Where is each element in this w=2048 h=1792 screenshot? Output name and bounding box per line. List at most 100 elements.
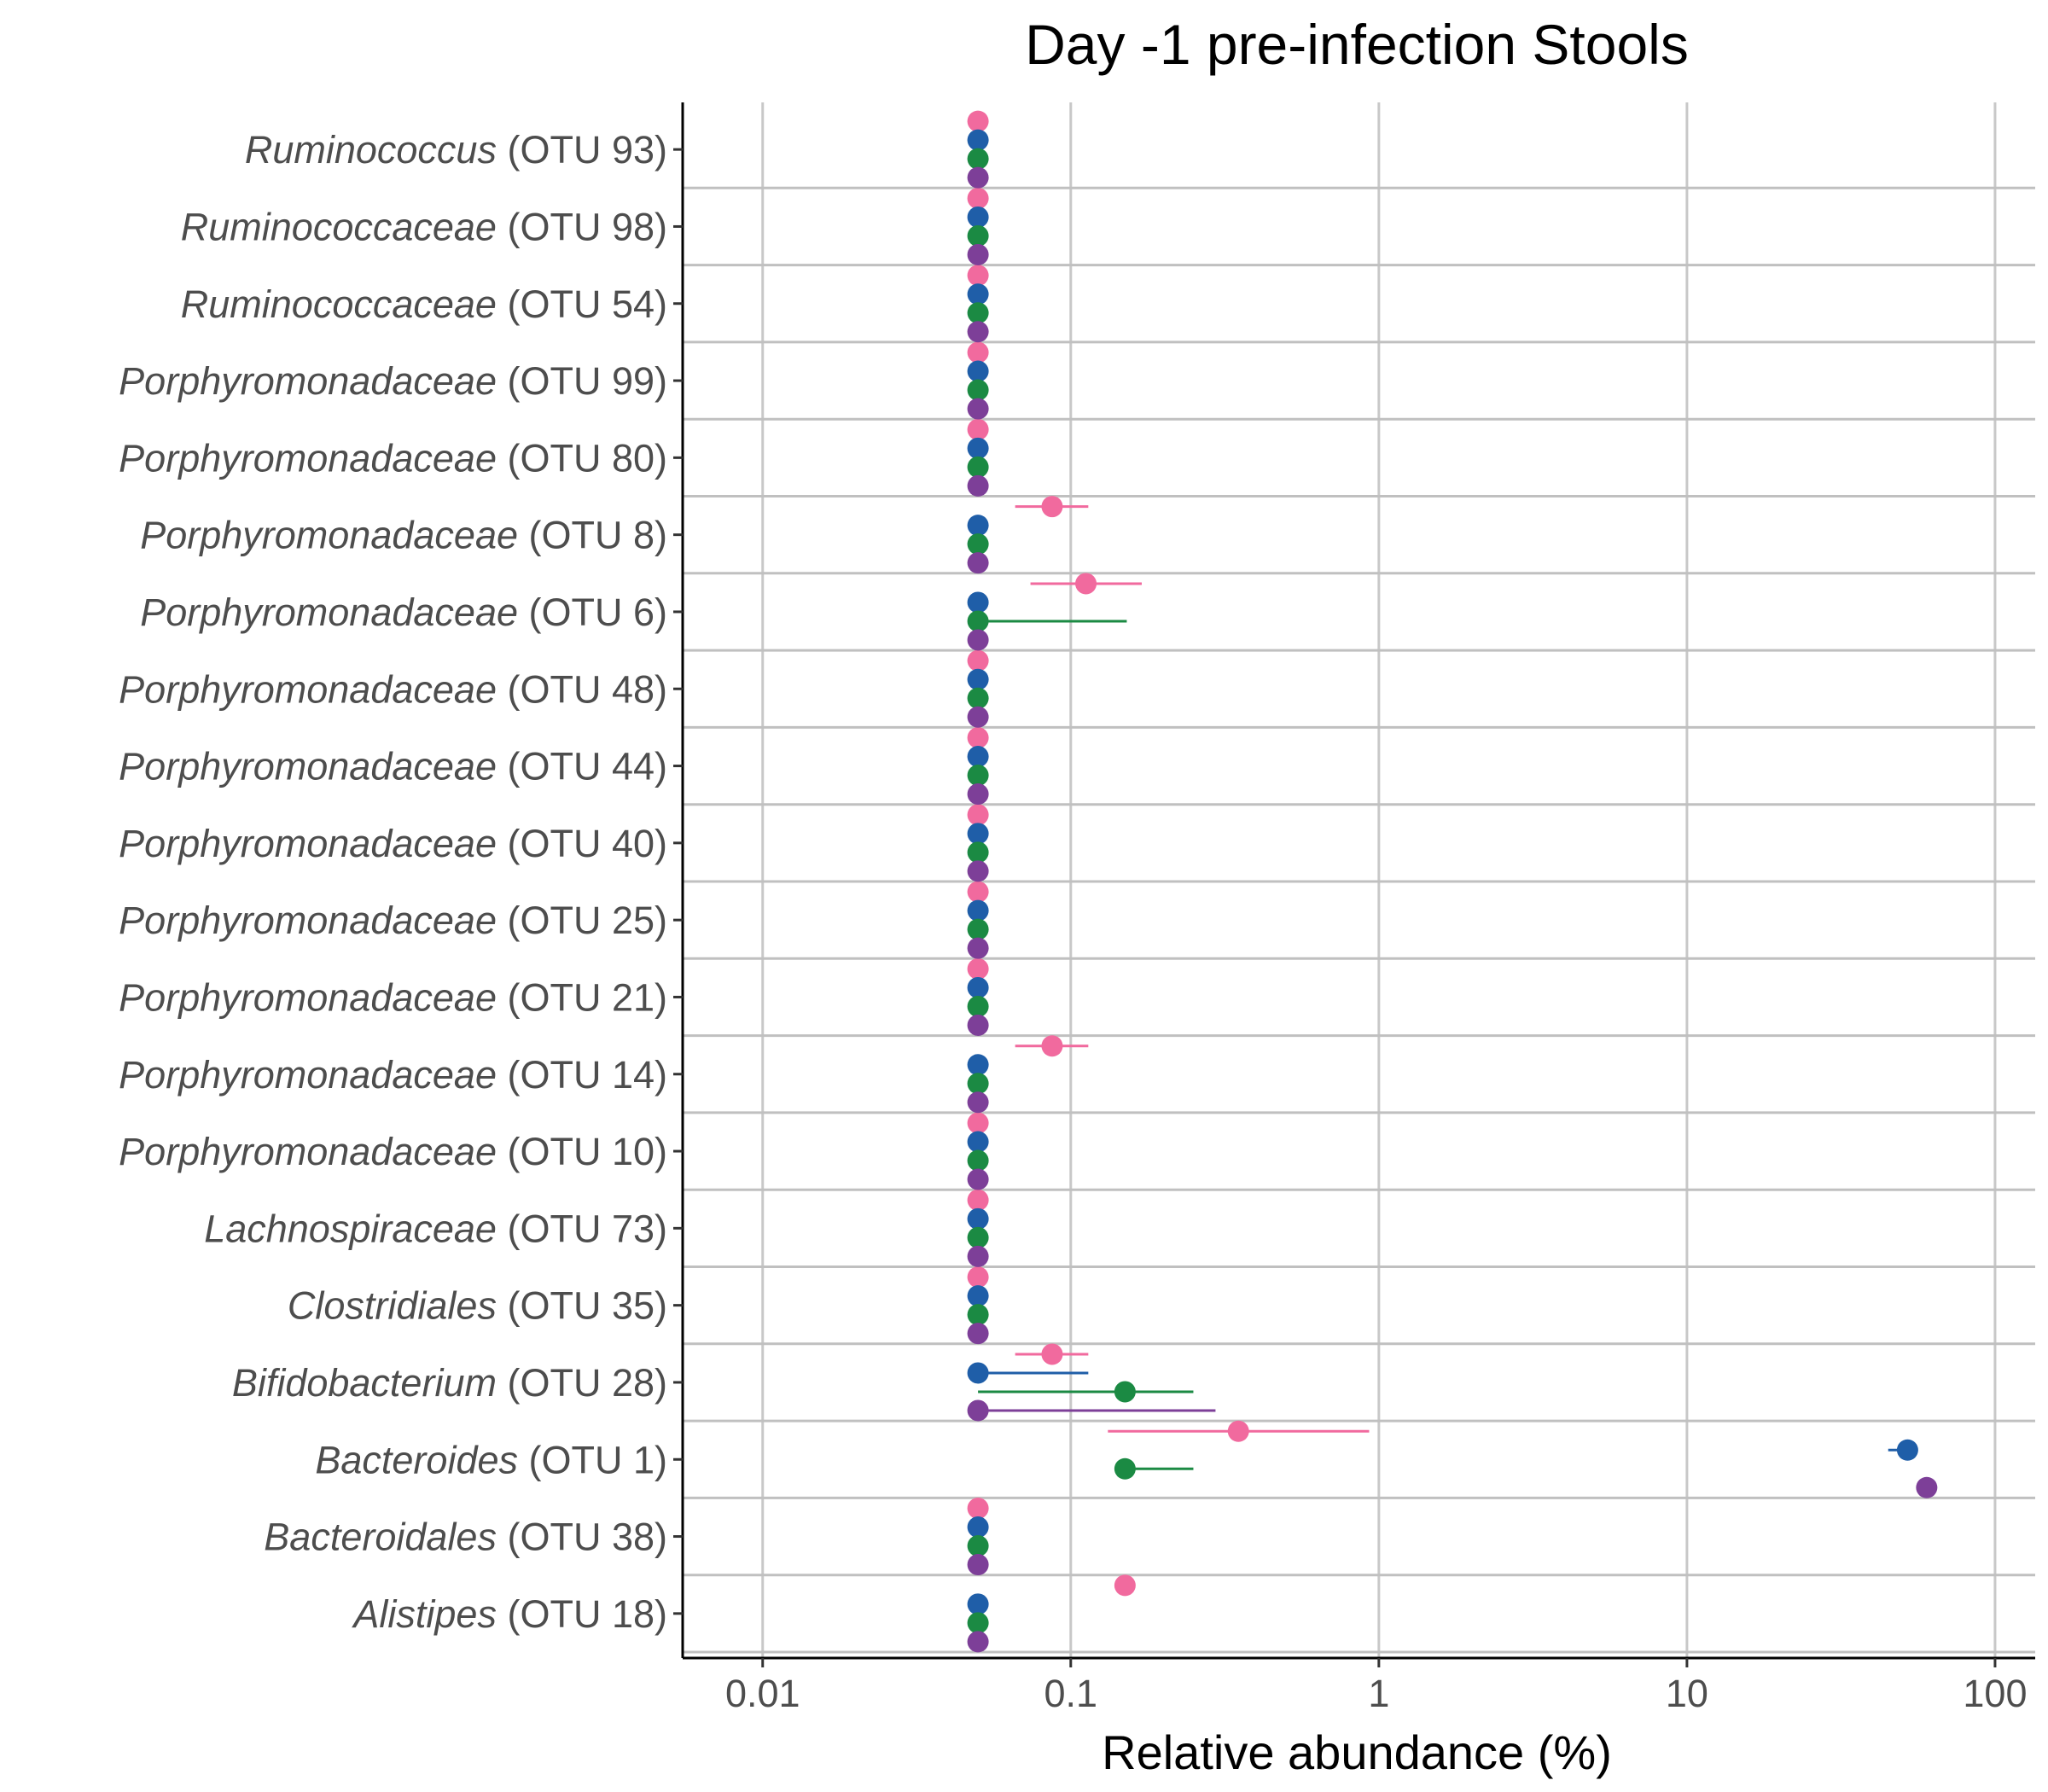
data-point: [967, 224, 989, 247]
y-tick-otu: (OTU 48): [497, 667, 667, 711]
y-tick-label: Porphyromonadaceae (OTU 48): [119, 667, 667, 711]
y-tick-genus: Ruminococcaceae: [181, 205, 497, 248]
y-tick-otu: (OTU 8): [518, 514, 667, 557]
data-point: [967, 918, 989, 940]
data-point: [967, 1168, 989, 1190]
y-tick-otu: (OTU 35): [497, 1284, 667, 1328]
data-point: [967, 995, 989, 1017]
y-tick-genus: Porphyromonadaceae: [140, 591, 518, 634]
data-point: [967, 1631, 989, 1653]
data-point: [967, 474, 989, 497]
y-tick-genus: Bifidobacterium: [232, 1361, 497, 1405]
y-tick-label: Porphyromonadaceae (OTU 99): [119, 359, 667, 403]
x-tick-label: 1: [1368, 1672, 1389, 1715]
y-tick-otu: (OTU 25): [497, 899, 667, 942]
data-point: [967, 321, 989, 343]
data-point: [967, 302, 989, 324]
x-tick-label: 0.1: [1044, 1672, 1098, 1715]
data-point: [1114, 1574, 1136, 1597]
data-point: [1916, 1476, 1938, 1498]
y-tick-genus: Clostridiales: [288, 1284, 497, 1328]
y-tick-otu: (OTU 28): [497, 1361, 667, 1405]
data-point: [967, 881, 989, 903]
data-point: [967, 1285, 989, 1307]
y-tick-genus: Porphyromonadaceae: [119, 975, 497, 1019]
data-point: [967, 1304, 989, 1326]
data-point: [967, 1245, 989, 1267]
data-point: [967, 649, 989, 672]
data-point: [967, 706, 989, 728]
data-point: [967, 283, 989, 305]
data-point: [1041, 1035, 1063, 1057]
y-tick-otu: (OTU 98): [497, 205, 667, 248]
data-point: [967, 1554, 989, 1576]
y-tick-genus: Porphyromonadaceae: [119, 822, 497, 865]
data-point: [967, 1073, 989, 1095]
x-tick-label: 100: [1963, 1672, 2027, 1715]
data-point: [1041, 1343, 1063, 1365]
data-point: [967, 1498, 989, 1520]
x-axis-title: Relative abundance (%): [1102, 1725, 1612, 1779]
y-tick-otu: (OTU 14): [497, 1053, 667, 1097]
y-tick-label: Bifidobacterium (OTU 28): [232, 1361, 667, 1405]
data-point: [967, 166, 989, 189]
data-point: [967, 552, 989, 574]
x-axis-ticks: 0.01 0.1 1 10 100: [725, 1658, 2027, 1715]
data-point: [967, 1226, 989, 1248]
y-tick-genus: Porphyromonadaceae: [119, 436, 497, 480]
data-point: [967, 360, 989, 382]
y-tick-label: Bacteroidales (OTU 38): [264, 1516, 667, 1559]
data-point: [967, 1535, 989, 1557]
data-point: [967, 591, 989, 614]
data-point: [967, 1091, 989, 1114]
data-point: [1075, 573, 1097, 595]
data-point: [967, 129, 989, 151]
data-point: [967, 456, 989, 478]
y-tick-otu: (OTU 10): [497, 1130, 667, 1173]
y-tick-label: Porphyromonadaceae (OTU 80): [119, 436, 667, 480]
y-tick-label: Ruminococcaceae (OTU 54): [181, 282, 667, 326]
data-point: [967, 1266, 989, 1289]
y-tick-otu: (OTU 21): [497, 975, 667, 1019]
y-tick-genus: Porphyromonadaceae: [119, 1130, 497, 1173]
data-point: [967, 823, 989, 845]
y-tick-genus: Ruminococcaceae: [181, 282, 497, 326]
data-point: [967, 1399, 989, 1422]
y-tick-label: Alistipes (OTU 18): [351, 1592, 667, 1636]
y-tick-otu: (OTU 73): [497, 1207, 667, 1250]
data-point: [1896, 1439, 1918, 1461]
data-point: [967, 629, 989, 651]
y-tick-label: Porphyromonadaceae (OTU 6): [140, 591, 667, 634]
y-tick-label: Porphyromonadaceae (OTU 8): [140, 514, 667, 557]
data-point: [1227, 1420, 1249, 1442]
y-tick-genus: Bacteroidales: [264, 1516, 497, 1559]
y-tick-label: Porphyromonadaceae (OTU 44): [119, 745, 667, 788]
data-point: [967, 1362, 989, 1384]
y-tick-otu: (OTU 80): [497, 436, 667, 480]
y-tick-label: Porphyromonadaceae (OTU 14): [119, 1053, 667, 1097]
data-point: [967, 899, 989, 922]
x-tick-label: 0.01: [725, 1672, 800, 1715]
data-point: [967, 243, 989, 265]
data-point: [967, 783, 989, 806]
y-tick-otu: (OTU 38): [497, 1516, 667, 1559]
chart-title: Day -1 pre-infection Stools: [1025, 13, 1689, 76]
data-point: [967, 533, 989, 556]
y-tick-label: Bacteroides (OTU 1): [315, 1438, 667, 1481]
data-point: [967, 804, 989, 826]
data-point: [967, 727, 989, 749]
data-point: [967, 341, 989, 364]
y-tick-genus: Porphyromonadaceae: [119, 899, 497, 942]
data-point: [967, 976, 989, 998]
data-point: [967, 1131, 989, 1153]
y-tick-otu: (OTU 99): [497, 359, 667, 403]
data-point: [967, 515, 989, 537]
data-point: [967, 841, 989, 864]
y-tick-label: Porphyromonadaceae (OTU 10): [119, 1130, 667, 1173]
data-point: [967, 937, 989, 959]
data-point: [967, 610, 989, 632]
y-tick-label: Lachnospiraceae (OTU 73): [204, 1207, 667, 1250]
y-axis-ticks: Ruminococcus (OTU 93)Ruminococcaceae (OT…: [119, 128, 683, 1636]
